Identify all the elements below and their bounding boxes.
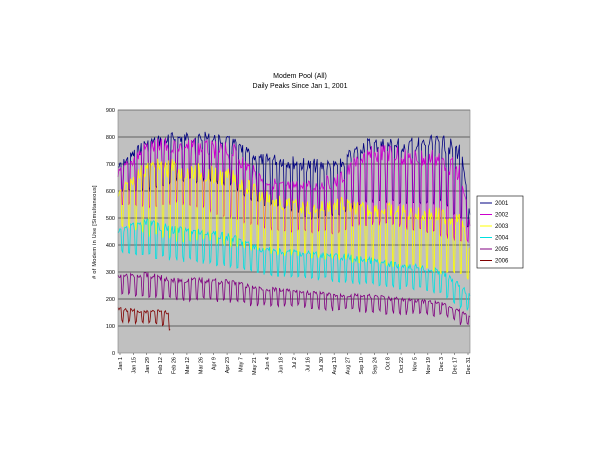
x-tick-label: Mar 26 — [198, 357, 204, 374]
legend-label-2005: 2005 — [495, 247, 509, 253]
y-tick-label: 200 — [106, 297, 115, 303]
x-tick-label: Oct 22 — [399, 357, 405, 373]
x-tick-label: Jun 18 — [279, 357, 285, 374]
legend-box — [476, 195, 524, 269]
y-tick-label: 600 — [106, 189, 115, 195]
x-tick-label: Nov 19 — [426, 357, 432, 374]
series-line-2005 — [117, 272, 471, 326]
legend: 2001 2002 2003 2004 2005 2006 — [476, 195, 524, 269]
y-tick-label: 500 — [106, 216, 115, 222]
series-line-2006 — [117, 307, 171, 331]
y-tick-label: 100 — [106, 324, 115, 330]
y-tick-label: 300 — [106, 270, 115, 276]
series-line-2002 — [117, 138, 471, 244]
y-tick-label: 400 — [106, 243, 115, 249]
legend-label-2004: 2004 — [495, 236, 509, 242]
x-tick-label: Sep 10 — [359, 357, 365, 374]
x-tick-label: Apr 9 — [212, 357, 218, 370]
x-axis-ticks: Jan 1 Jan 15 Jan 29 Feb 12 Feb 26 Mar 12 Mar 2… — [118, 353, 472, 375]
series-lines — [117, 131, 471, 331]
x-tick-label: Aug 27 — [346, 357, 352, 374]
y-axis-label: # of Modem in Use [Simultaneous] — [92, 185, 98, 279]
x-tick-label: Jan 1 — [118, 357, 124, 370]
legend-label-2001: 2001 — [495, 201, 509, 207]
x-tick-label: Dec 17 — [453, 357, 459, 374]
x-tick-label: Sep 24 — [372, 357, 378, 374]
x-tick-label: Mar 12 — [185, 357, 191, 374]
x-tick-label: Jul 16 — [305, 357, 311, 372]
x-tick-label: Jun 4 — [265, 357, 271, 370]
y-tick-label: 0 — [112, 351, 115, 357]
x-tick-label: Apr 23 — [225, 357, 231, 373]
x-tick-label: Jul 2 — [292, 357, 298, 369]
x-tick-label: Dec 3 — [439, 357, 445, 371]
x-tick-label: Nov 5 — [412, 357, 418, 371]
legend-label-2003: 2003 — [495, 224, 509, 230]
series-line-2004 — [117, 218, 471, 311]
x-tick-label: Feb 26 — [172, 357, 178, 374]
x-tick-label: May 21 — [252, 357, 258, 375]
y-axis-ticks: 0 100 200 300 400 500 600 700 800 900 — [106, 108, 115, 357]
x-tick-label: Feb 12 — [158, 357, 164, 374]
x-tick-label: Dec 31 — [466, 357, 472, 374]
series-line-2003 — [117, 158, 471, 280]
x-tick-label: Jul 30 — [319, 357, 325, 372]
x-tick-label: Jan 29 — [145, 357, 151, 374]
y-tick-label: 900 — [106, 108, 115, 114]
chart-title: Modem Pool (All) — [273, 73, 327, 80]
y-tick-label: 800 — [106, 135, 115, 141]
x-tick-label: Aug 13 — [332, 357, 338, 374]
x-tick-label: May 7 — [238, 357, 244, 372]
series-line-2001 — [117, 131, 471, 228]
chart-subtitle: Daily Peaks Since Jan 1, 2001 — [253, 83, 348, 90]
x-tick-label: Oct 8 — [386, 357, 392, 370]
legend-label-2002: 2002 — [495, 213, 509, 219]
legend-label-2006: 2006 — [495, 259, 509, 265]
plot-area — [118, 110, 470, 353]
x-tick-label: Jan 15 — [131, 357, 137, 374]
y-tick-label: 700 — [106, 162, 115, 168]
